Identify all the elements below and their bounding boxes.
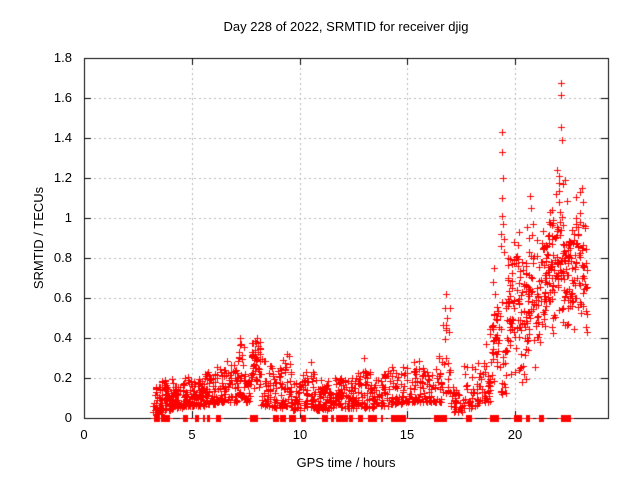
x-tick-label: 0 [80,427,88,442]
y-tick-label: 0.8 [53,250,72,265]
y-tick-label: 0.6 [53,290,72,305]
y-tick-label: 0 [64,410,72,425]
x-tick-label: 20 [507,427,523,442]
x-tick-label: 10 [292,427,308,442]
y-tick-label: 0.4 [53,330,72,345]
x-tick-label: 5 [188,427,196,442]
x-axis-label: GPS time / hours [296,455,396,470]
chart-title: Day 228 of 2022, SRMTID for receiver dji… [223,19,469,34]
y-tick-label: 1 [64,210,72,225]
y-tick-label: 1.6 [53,90,72,105]
y-axis-label: SRMTID / TECUs [31,186,46,290]
y-tick-label: 1.4 [53,130,72,145]
y-tick-label: 0.2 [53,370,72,385]
y-tick-label: 1.2 [53,170,72,185]
y-tick-label: 1.8 [53,50,72,65]
x-tick-label: 15 [399,427,415,442]
